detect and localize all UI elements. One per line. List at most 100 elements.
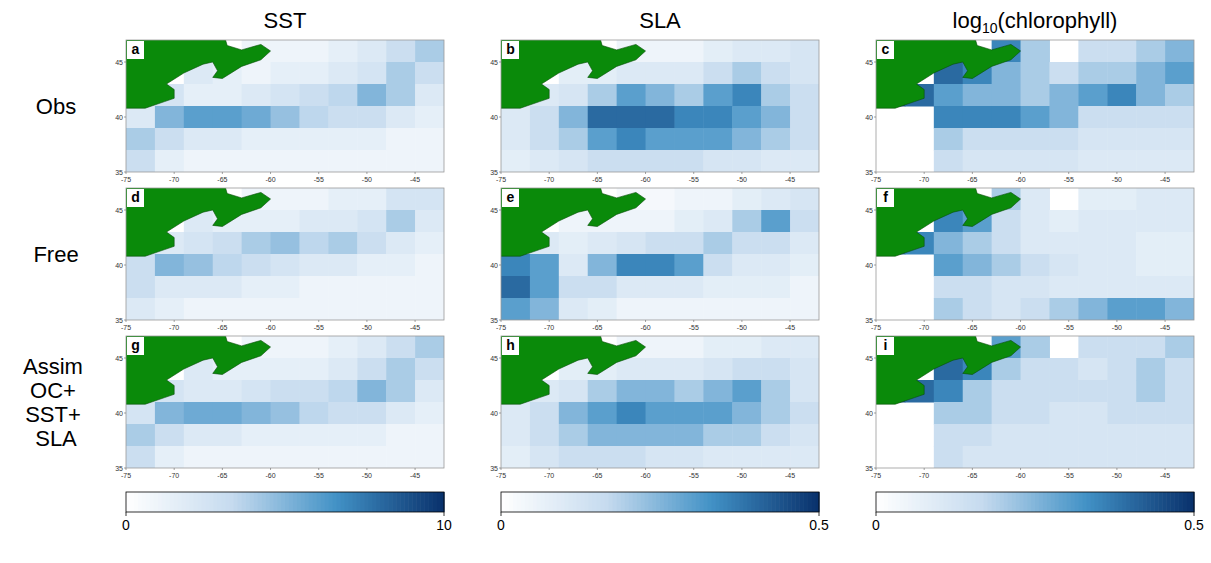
cell [1136, 402, 1165, 425]
cell [732, 188, 761, 211]
colorbar-segment [632, 492, 637, 512]
frame [126, 188, 444, 320]
cell [530, 128, 559, 151]
x-tick [790, 172, 791, 174]
colorbar-segment [588, 492, 593, 512]
cell [1078, 106, 1107, 129]
x-tick [1068, 320, 1069, 322]
colorbar-segment [616, 492, 621, 512]
x-tick-label: -70 [919, 176, 929, 183]
letter-patch [502, 189, 519, 207]
cell [1136, 40, 1165, 63]
cell [559, 298, 588, 320]
colorbar-segment [277, 492, 282, 512]
cell [934, 84, 963, 107]
land [126, 40, 271, 108]
cell [703, 380, 732, 403]
cell [732, 254, 761, 277]
cell [386, 336, 415, 359]
cell [299, 106, 328, 129]
colorbar-segment [396, 492, 401, 512]
cell [732, 276, 761, 299]
cell [732, 84, 761, 107]
x-tick [1116, 468, 1117, 470]
x-tick [318, 468, 319, 470]
cell [1165, 84, 1194, 107]
x-tick-label: -50 [737, 176, 747, 183]
x-tick [174, 172, 175, 174]
cell [559, 232, 588, 255]
x-tick-label: -65 [217, 472, 227, 479]
y-tick-label: 45 [865, 59, 873, 66]
y-tick-label: 45 [865, 207, 873, 214]
colorbar-segment [1091, 492, 1096, 512]
colorbar-segment [501, 492, 506, 512]
colorbar-segment [1107, 492, 1112, 512]
y-tick [499, 413, 501, 414]
cell [559, 106, 588, 129]
cell [1136, 424, 1165, 447]
cell [703, 358, 732, 381]
y-tick-label: 35 [865, 317, 873, 324]
cell [299, 380, 328, 403]
cell [299, 150, 328, 172]
colorbar-segment [313, 492, 318, 512]
colorbar-frame [876, 492, 1194, 512]
colorbar-segment [644, 492, 649, 512]
letter-patch [877, 189, 894, 207]
cell [415, 188, 444, 211]
cell [992, 424, 1021, 447]
colorbar-segment [581, 492, 586, 512]
cell [761, 446, 790, 468]
colorbar-segment [1126, 492, 1131, 512]
colorbar-segment [1095, 492, 1100, 512]
plot-area [501, 188, 819, 320]
cell [184, 424, 213, 447]
colorbar-segment [237, 492, 242, 512]
y-tick [124, 172, 126, 173]
cell [1165, 424, 1194, 447]
cell [790, 380, 819, 403]
x-tick-label: -55 [1064, 176, 1074, 183]
cell [934, 380, 963, 403]
cell [1107, 128, 1136, 151]
colorbar-segment [799, 492, 804, 512]
cell [415, 358, 444, 381]
y-tick [874, 358, 876, 359]
cell [271, 84, 300, 107]
colorbar-segment [337, 492, 342, 512]
x-tick-label: -75 [871, 176, 881, 183]
cell [732, 402, 761, 425]
cell [1165, 380, 1194, 403]
cell [1049, 84, 1078, 107]
x-tick-label: -75 [496, 472, 506, 479]
colorbar-segment [1162, 492, 1167, 512]
cell [386, 254, 415, 277]
colorbar-segment [1071, 492, 1076, 512]
land [501, 188, 646, 256]
cell [415, 128, 444, 151]
cell [126, 402, 155, 425]
cell [1107, 62, 1136, 85]
cell [501, 424, 530, 447]
x-tick [790, 320, 791, 322]
colorbar-segment [537, 492, 542, 512]
column-title: SLA [639, 8, 681, 33]
colorbar-segment [221, 492, 226, 512]
cell [1078, 128, 1107, 151]
y-tick-label: 45 [115, 59, 123, 66]
x-tick [741, 320, 742, 322]
cell [415, 84, 444, 107]
colorbar-segment [146, 492, 151, 512]
y-tick-label: 35 [115, 317, 123, 324]
colorbar-segment [525, 492, 530, 512]
colorbar-segment [233, 492, 238, 512]
x-tick [1068, 172, 1069, 174]
colorbar-segment [166, 492, 171, 512]
cell [501, 276, 530, 299]
cell [328, 106, 357, 129]
colorbar-segment [1099, 492, 1104, 512]
colorbar-segment [672, 492, 677, 512]
cell [790, 150, 819, 172]
colorbar-segment [728, 492, 733, 512]
